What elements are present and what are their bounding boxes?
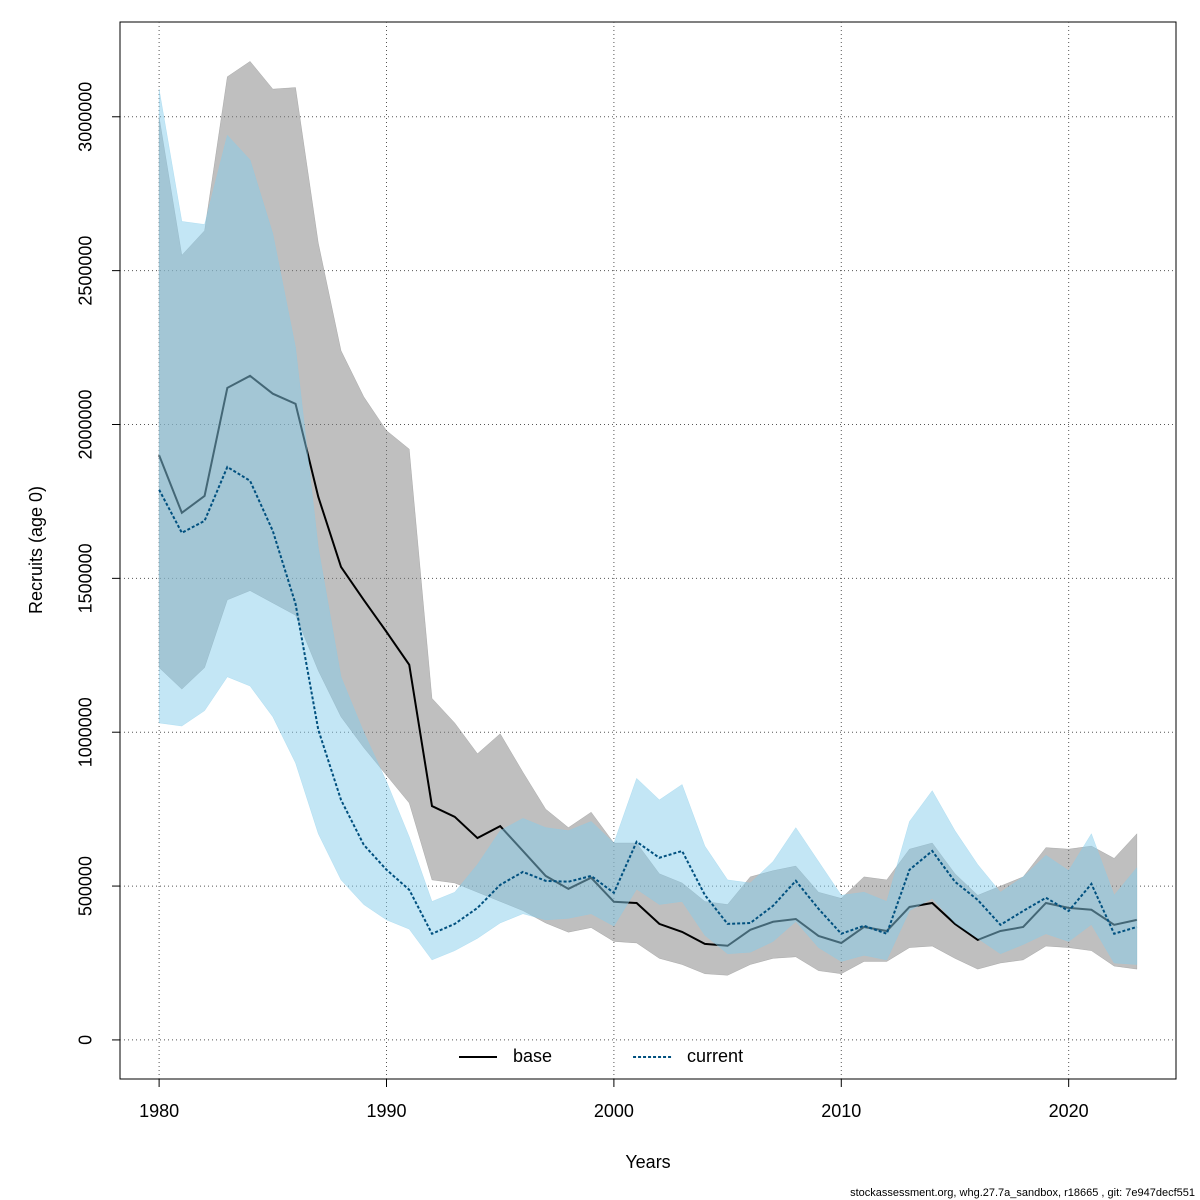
y-tick-label: 3000000 [76, 82, 96, 152]
confidence-band [158, 89, 1138, 965]
y-tick-label: 2500000 [76, 236, 96, 306]
series-line [158, 465, 1138, 936]
y-tick-label: 1000000 [76, 697, 96, 767]
footer: stockassessment.org, whg.27.7a_sandbox, … [850, 1187, 1195, 1199]
x-axis-label: Years [625, 1152, 670, 1172]
series-line [158, 374, 1138, 947]
x-tick-label: 2020 [1049, 1101, 1089, 1121]
y-axis-label: Recruits (age 0) [26, 486, 46, 614]
y-tick-label: 500000 [76, 856, 96, 916]
x-tick-label: 2000 [594, 1101, 634, 1121]
x-tick-label: 2010 [821, 1101, 861, 1121]
x-tick-label: 1990 [366, 1101, 406, 1121]
y-tick-label: 0 [76, 1035, 96, 1045]
legend-label: current [687, 1046, 743, 1066]
x-tick-label: 1980 [139, 1101, 179, 1121]
y-tick-label: 2000000 [76, 389, 96, 459]
legend-label: base [513, 1046, 552, 1066]
plot-frame [119, 21, 1177, 1080]
y-tick-label: 1500000 [76, 543, 96, 613]
